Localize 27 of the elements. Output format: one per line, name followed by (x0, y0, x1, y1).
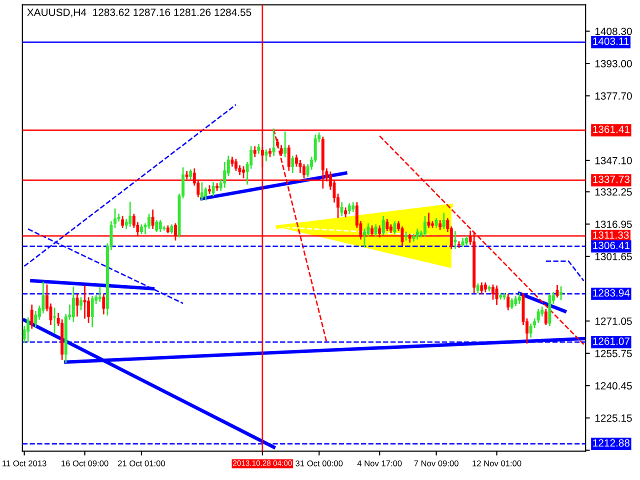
x-tick-label: 21 Oct 01:00 (118, 460, 165, 466)
ref-line-label: 1403.11 (593, 38, 629, 45)
x-tick-label: 12 Nov 01:00 (472, 460, 522, 466)
ref-line-label: 1361.41 (593, 126, 630, 134)
x-tick-label: 11 Oct 2013 (2, 460, 46, 466)
y-tick-label: 1347.10 (595, 156, 632, 164)
y-tick-label: 1377.70 (595, 92, 632, 100)
x-tick-label: 7 Nov 09:00 (414, 460, 458, 466)
y-tick-label: 1225.15 (595, 414, 632, 422)
y-tick-label: 1393.00 (595, 60, 632, 68)
y-tick-label: 1332.25 (595, 188, 632, 196)
y-tick-label: 1316.95 (595, 220, 632, 228)
x-tick-label: 31 Oct 00:00 (296, 460, 343, 466)
x-tick-label: 16 Oct 09:00 (62, 460, 108, 466)
ref-line-label: 1283.94 (593, 289, 630, 297)
ref-line-label: 1212.88 (593, 439, 630, 447)
y-tick-label: 1255.75 (595, 350, 632, 358)
y-tick-label: 1408.30 (595, 28, 632, 36)
ref-line-label: 1261.07 (593, 338, 630, 345)
ref-line-label: 1311.33 (593, 231, 629, 239)
y-tick-label: 1301.65 (595, 252, 632, 260)
ref-line-label: 1337.73 (593, 176, 630, 184)
chart-title: XAUUSD,H4 1283.62 1287.16 1281.26 1284.55 (27, 8, 252, 18)
x-tick-label: 4 Nov 17:00 (357, 460, 402, 466)
ref-line-label: 1306.41 (593, 242, 630, 250)
y-tick-label: 1271.05 (595, 318, 632, 325)
y-tick-label: 1240.45 (595, 382, 632, 390)
